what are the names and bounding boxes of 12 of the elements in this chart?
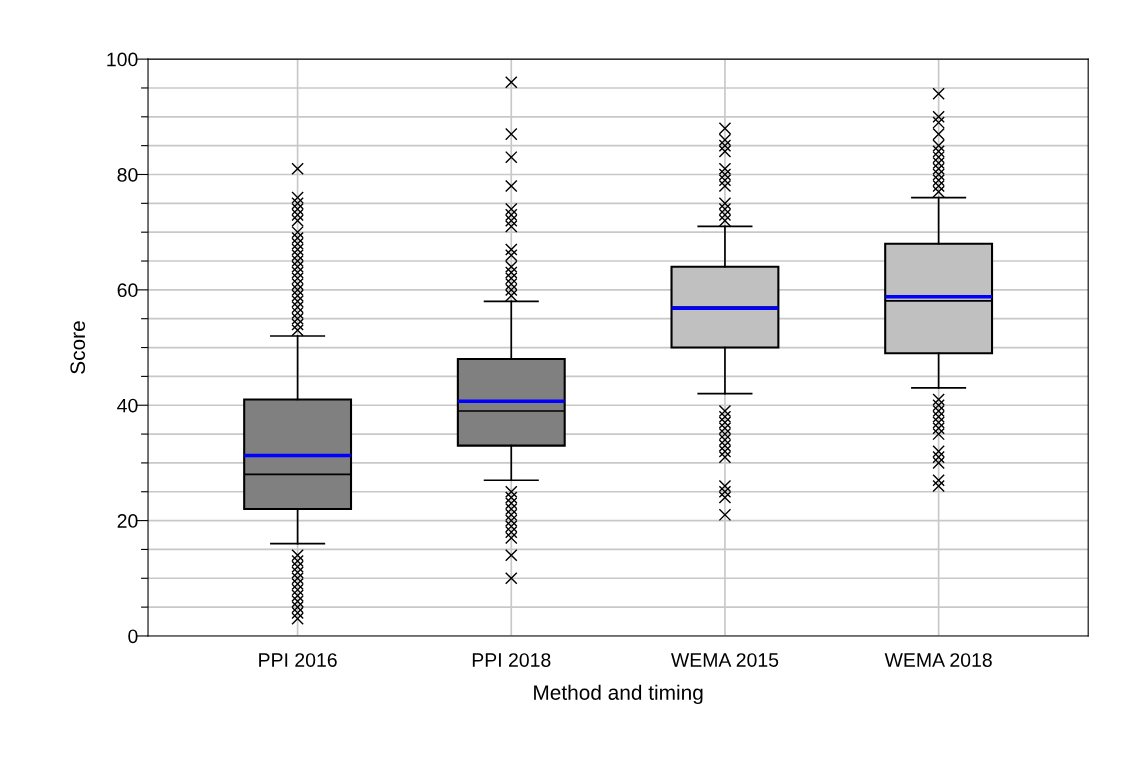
y-axis-title: Score <box>70 321 86 374</box>
x-tick-label: PPI 2016 <box>259 653 337 667</box>
x-tick-label: PPI 2018 <box>472 653 551 667</box>
y-tick-label: 20 <box>117 514 138 528</box>
x-axis-title: Method and timing <box>534 684 703 705</box>
x-tick-label: WEMA 2015 <box>670 653 779 667</box>
y-tick-label: 80 <box>117 167 138 182</box>
y-tick-label: 40 <box>117 398 138 413</box>
y-tick-label: 100 <box>107 52 138 67</box>
y-tick-label: 0 <box>128 629 138 644</box>
y-tick-label: 60 <box>117 283 138 298</box>
x-tick-label: WEMA 2018 <box>884 653 992 667</box>
